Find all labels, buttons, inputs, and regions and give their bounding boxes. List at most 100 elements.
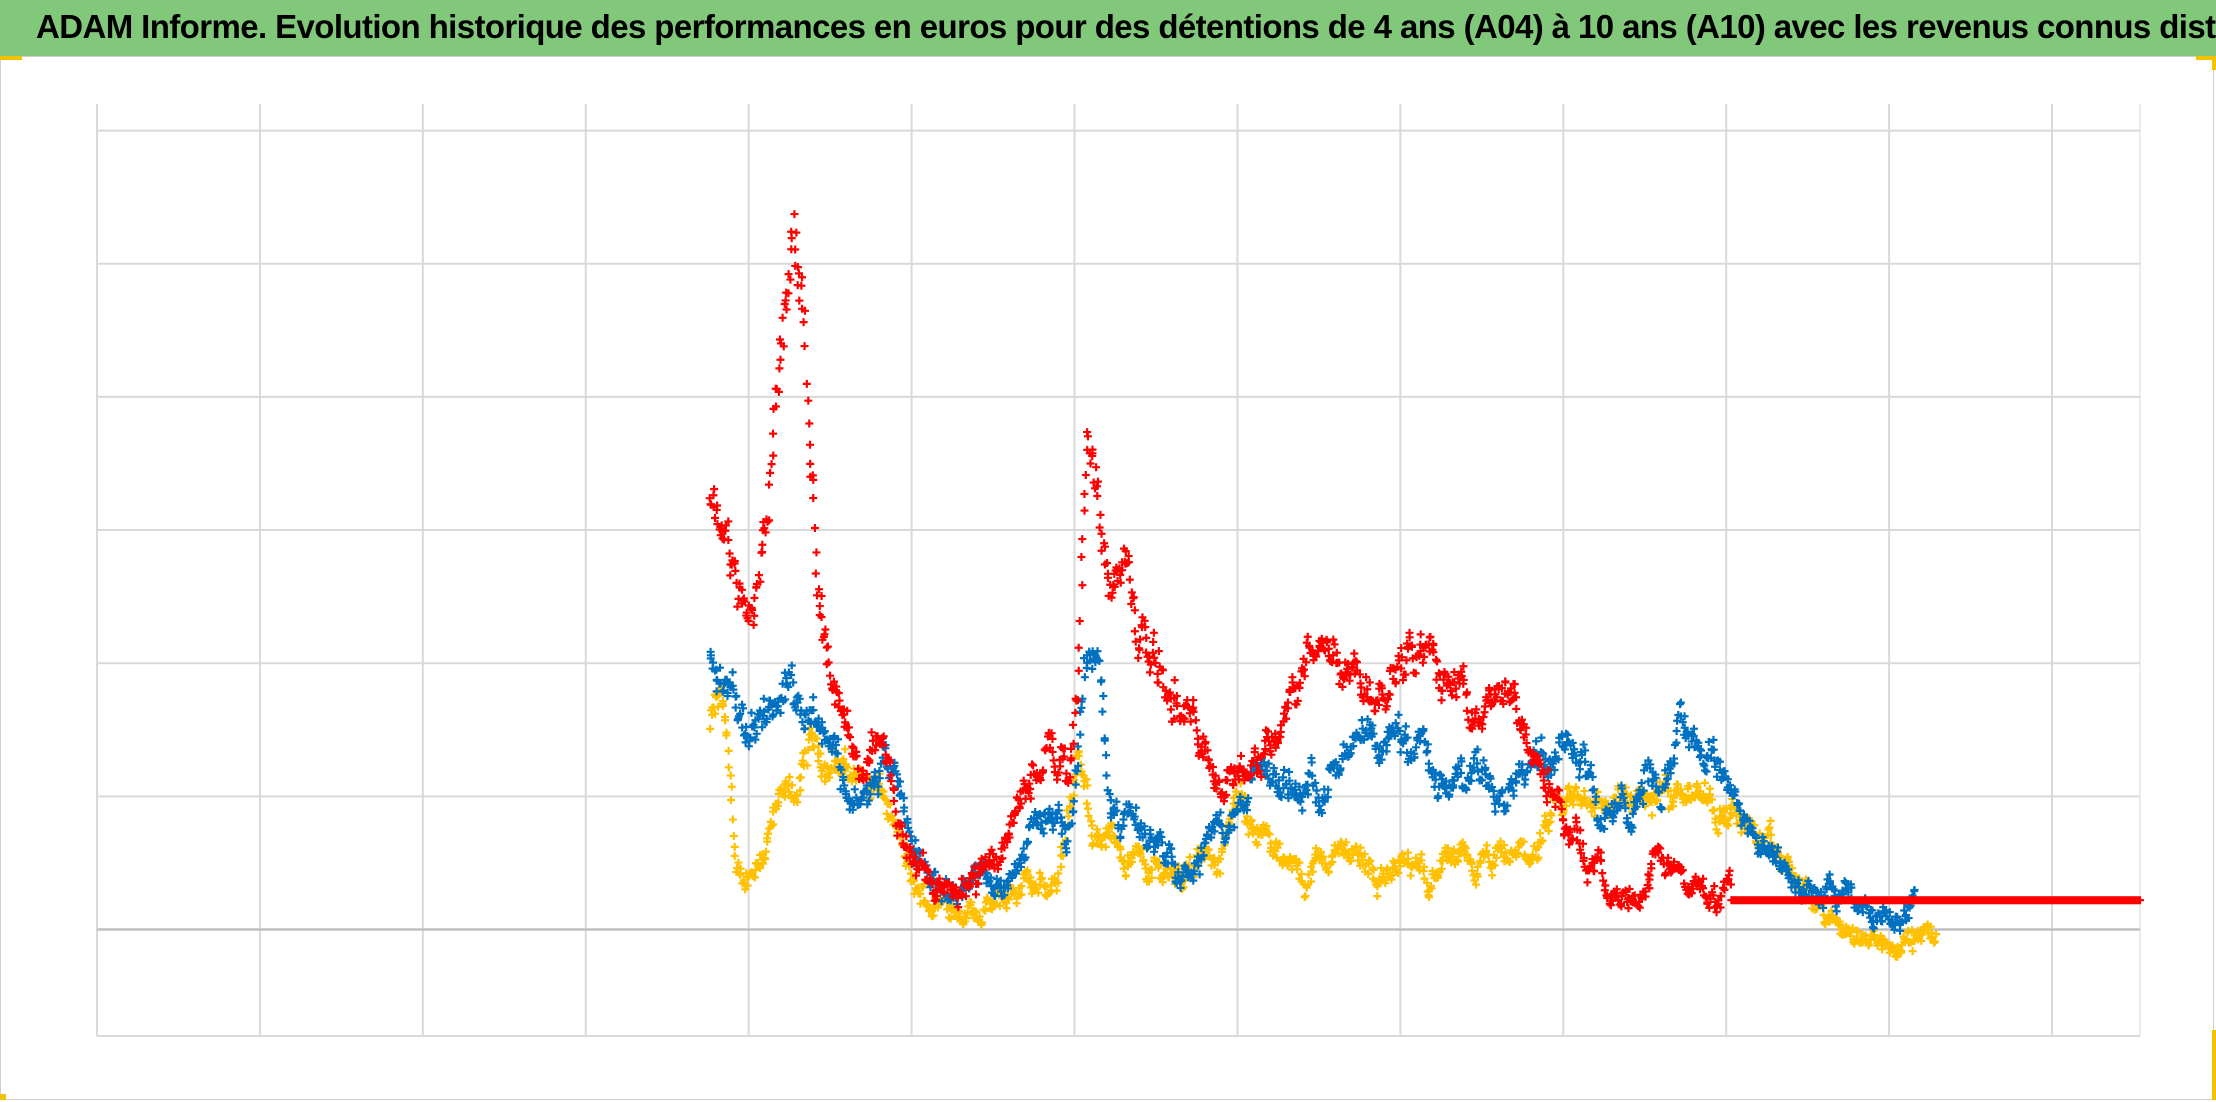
scatter-point: [1532, 737, 1541, 746]
scatter-point: [765, 516, 774, 525]
scatter-point: [1116, 571, 1125, 580]
scatter-point: [1194, 861, 1203, 870]
scatter-point: [1253, 840, 1262, 849]
scatter-point: [1395, 726, 1404, 735]
scatter-point: [996, 876, 1005, 885]
scatter-point: [746, 733, 755, 742]
scatter-point: [1703, 899, 1712, 908]
scatter-point: [1273, 843, 1282, 852]
scatter-point: [1214, 776, 1223, 785]
scatter-point: [1598, 869, 1607, 878]
scatter-point: [1130, 815, 1139, 824]
scatter-point: [1363, 715, 1372, 724]
scatter-point: [1559, 816, 1568, 825]
scatter-point: [1302, 658, 1311, 667]
scatter-point: [1434, 792, 1443, 801]
scatter-point: [1151, 658, 1160, 667]
scatter-point: [1073, 696, 1082, 705]
scatter-point: [1440, 667, 1449, 676]
scatter-point: [769, 429, 778, 438]
scatter-point: [981, 853, 990, 862]
scatter-point: [906, 843, 914, 852]
scatter-point: [798, 756, 807, 765]
scatter-point: [1172, 692, 1181, 701]
scatter-point: [1298, 792, 1307, 801]
scatter-point: [1533, 752, 1542, 761]
scatter-point: [1057, 862, 1066, 871]
scatter-point: [1265, 830, 1274, 839]
scatter-point: [819, 632, 828, 641]
scatter-point: [1507, 684, 1516, 693]
scatter-point: [1644, 756, 1653, 765]
scatter-point: [711, 709, 720, 718]
scatter-point: [1437, 696, 1446, 705]
scatter-point: [713, 520, 722, 529]
scatter-point: [749, 620, 758, 629]
scatter-point: [787, 671, 796, 680]
scatter-point: [809, 693, 818, 702]
scatter-point: [806, 459, 815, 468]
scatter-point: [1844, 888, 1853, 897]
scatter-point: [1210, 827, 1219, 836]
scatter-point: [1096, 510, 1105, 519]
scatter-point: [1661, 766, 1670, 775]
scatter-point: [1017, 882, 1026, 891]
scatter-point: [760, 853, 769, 862]
scatter-point: [832, 682, 841, 691]
scatter-point: [843, 706, 852, 715]
scatter-point: [1680, 712, 1689, 721]
scatter-point: [1512, 693, 1521, 702]
scatter-point: [1606, 901, 1615, 910]
scatter-point: [1071, 780, 1080, 789]
scatter-point: [1588, 773, 1597, 782]
scatter-point: [1457, 757, 1466, 766]
scatter-point: [1377, 755, 1386, 764]
scatter-point: [1121, 547, 1130, 556]
scatter-point: [1064, 812, 1073, 821]
scatter-point: [768, 712, 777, 721]
scatter-point: [1486, 774, 1495, 783]
scatter-point: [1589, 785, 1598, 794]
scatter-point: [713, 501, 722, 510]
scatter-point: [1141, 864, 1150, 873]
scatter-point: [1758, 833, 1767, 842]
scatter-point: [1069, 797, 1078, 806]
scatter-point: [1283, 698, 1292, 707]
scatter-point: [1109, 831, 1118, 840]
scatter-point: [1132, 803, 1141, 812]
scatter-point: [724, 536, 733, 545]
scatter-point: [1371, 707, 1380, 716]
scatter-point: [725, 549, 734, 558]
scatter-point: [1709, 735, 1718, 744]
scatter-point: [1128, 857, 1137, 866]
scatter-point: [874, 782, 883, 791]
scatter-point: [835, 696, 844, 705]
scatter-point: [1029, 761, 1038, 770]
scatter-point: [1568, 738, 1577, 747]
scatter-point: [1714, 896, 1723, 905]
scatter-point: [821, 777, 830, 786]
scatter-point: [1125, 575, 1134, 584]
scatter-point: [1011, 806, 1020, 815]
scatter-point: [1477, 776, 1486, 785]
scatter-point: [759, 859, 768, 868]
scatter-point: [889, 796, 898, 805]
scatter-point: [1260, 758, 1269, 767]
scatter-point: [1522, 723, 1531, 732]
scatter-point: [1490, 861, 1499, 870]
scatter-point: [1094, 656, 1103, 665]
scatter-point: [800, 724, 809, 733]
scatter-point: [1024, 788, 1033, 797]
scatter-point: [1449, 847, 1458, 856]
scatter-point: [930, 896, 939, 905]
scatter-point: [784, 289, 793, 298]
scatter-point: [1635, 794, 1644, 803]
scatter-point: [1709, 745, 1718, 754]
scatter-point: [973, 879, 982, 888]
scatter-point: [1212, 784, 1221, 793]
scatter-point: [1765, 823, 1774, 832]
scatter-point: [731, 703, 740, 712]
scatter-point: [826, 671, 835, 680]
scatter-point: [762, 718, 771, 727]
scatter-point: [840, 781, 849, 790]
